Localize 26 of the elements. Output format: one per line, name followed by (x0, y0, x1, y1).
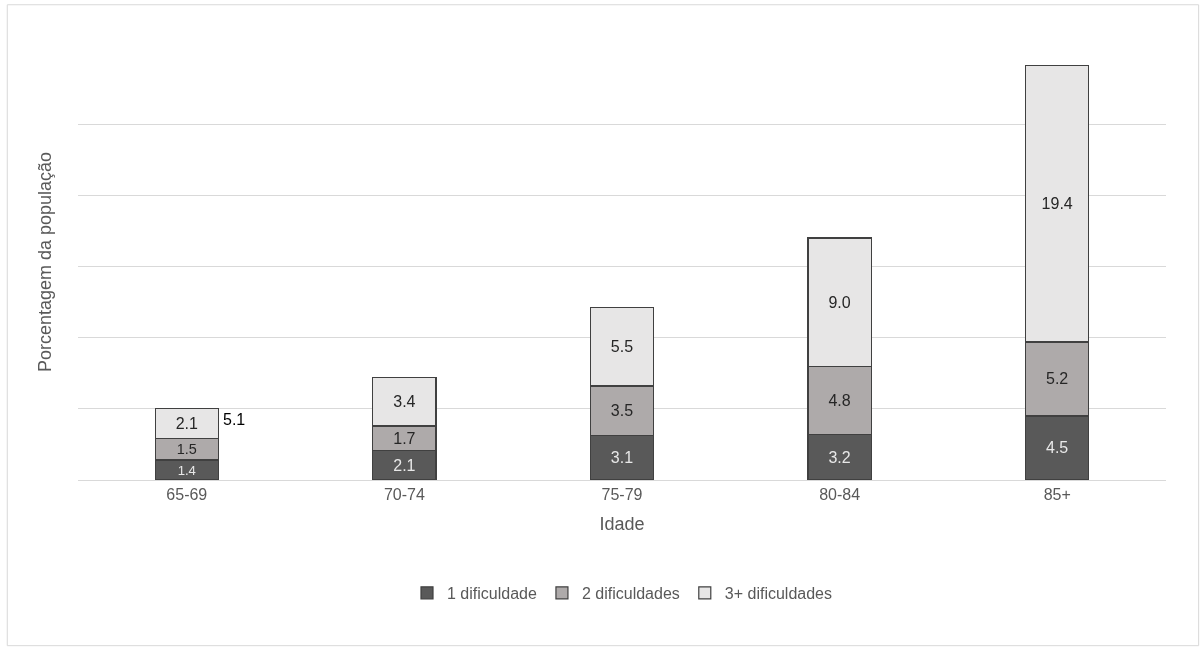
total-label: 5.1 (223, 411, 246, 428)
data-label: 3.4 (393, 393, 416, 411)
data-label: 1.7 (393, 429, 416, 447)
legend-label: 2 dificuldades (581, 585, 680, 603)
data-label: 1.5 (176, 441, 197, 458)
y-axis-title: Porcentagem da população (35, 151, 56, 373)
data-label: 19.4 (1041, 195, 1073, 213)
x-tick-label: 65-69 (166, 486, 208, 504)
x-tick-label: 80-84 (819, 486, 861, 504)
data-label: 1.4 (177, 462, 196, 478)
legend-label: 1 dificuldade (447, 585, 537, 603)
data-label: 4.8 (828, 391, 851, 409)
x-tick-label: 70-74 (383, 486, 425, 504)
data-label: 5.5 (610, 338, 634, 356)
x-tick-label: 85+ (1043, 486, 1071, 504)
data-label: 5.2 (1046, 370, 1069, 388)
data-label: 3.5 (610, 402, 634, 420)
data-label: 3.2 (828, 448, 851, 466)
data-label: 2.1 (393, 456, 416, 474)
data-label: 3.1 (610, 449, 634, 467)
data-label: 4.5 (1046, 439, 1069, 457)
x-axis-title: Idade (599, 514, 645, 535)
data-label: 2.1 (175, 415, 198, 433)
data-label: 9.0 (828, 293, 851, 311)
legend-label: 3+ dificuldades (724, 585, 832, 603)
x-tick-label: 75-79 (601, 486, 643, 504)
